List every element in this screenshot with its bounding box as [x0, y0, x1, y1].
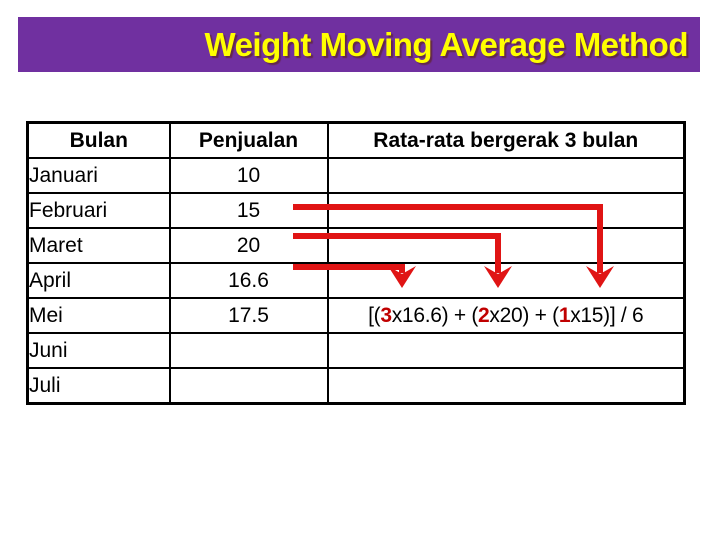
value-cell: 20 — [168, 227, 329, 264]
month-cell: Januari — [26, 157, 171, 194]
value-cell: 15 — [168, 192, 329, 229]
header-rata-rata: Rata-rata bergerak 3 bulan — [326, 121, 686, 159]
formula-part: x15)] / 6 — [570, 303, 644, 327]
month-cell: Maret — [26, 227, 171, 264]
formula-weight-3: 3 — [380, 303, 392, 327]
table-row: Maret 20 — [26, 227, 686, 264]
title-banner: Weight Moving Average Method — [18, 17, 700, 72]
table-row: Januari 10 — [26, 157, 686, 194]
table-row: April 16.6 — [26, 262, 686, 299]
value-cell — [168, 332, 329, 369]
table-header-row: Bulan Penjualan Rata-rata bergerak 3 bul… — [26, 121, 686, 159]
table-row: Mei 17.5 [(3x16.6) + (2x20) + (1x15)] / … — [26, 297, 686, 334]
formula-weight-1: 1 — [558, 303, 571, 327]
month-cell: Februari — [26, 192, 171, 229]
formula-part: [( — [368, 303, 381, 327]
month-cell: Juni — [26, 332, 171, 369]
average-cell — [326, 262, 686, 299]
page-title: Weight Moving Average Method — [204, 25, 689, 63]
average-cell — [326, 227, 686, 264]
table-row: Juni — [26, 332, 686, 369]
table-row: Februari 15 — [26, 192, 686, 229]
header-penjualan: Penjualan — [168, 121, 329, 159]
average-cell — [326, 192, 686, 229]
header-bulan: Bulan — [26, 121, 171, 159]
average-cell — [326, 332, 686, 369]
value-cell-highlighted: 16.6 — [168, 262, 329, 299]
formula-part: x16.6) + ( — [391, 303, 479, 327]
formula-part: x20) + ( — [489, 303, 559, 327]
table-row: Juli — [26, 367, 686, 405]
value-cell-highlighted: 17.5 — [168, 297, 329, 334]
month-cell: Mei — [26, 297, 171, 334]
formula-cell: [(3x16.6) + (2x20) + (1x15)] / 6 — [326, 297, 686, 334]
value-cell: 10 — [168, 157, 329, 194]
average-cell — [326, 367, 686, 405]
average-cell — [326, 157, 686, 194]
value-cell — [168, 367, 329, 405]
moving-average-table: Bulan Penjualan Rata-rata bergerak 3 bul… — [26, 121, 686, 405]
month-cell: Juli — [26, 367, 171, 405]
formula-weight-2: 2 — [478, 303, 490, 327]
month-cell: April — [26, 262, 171, 299]
